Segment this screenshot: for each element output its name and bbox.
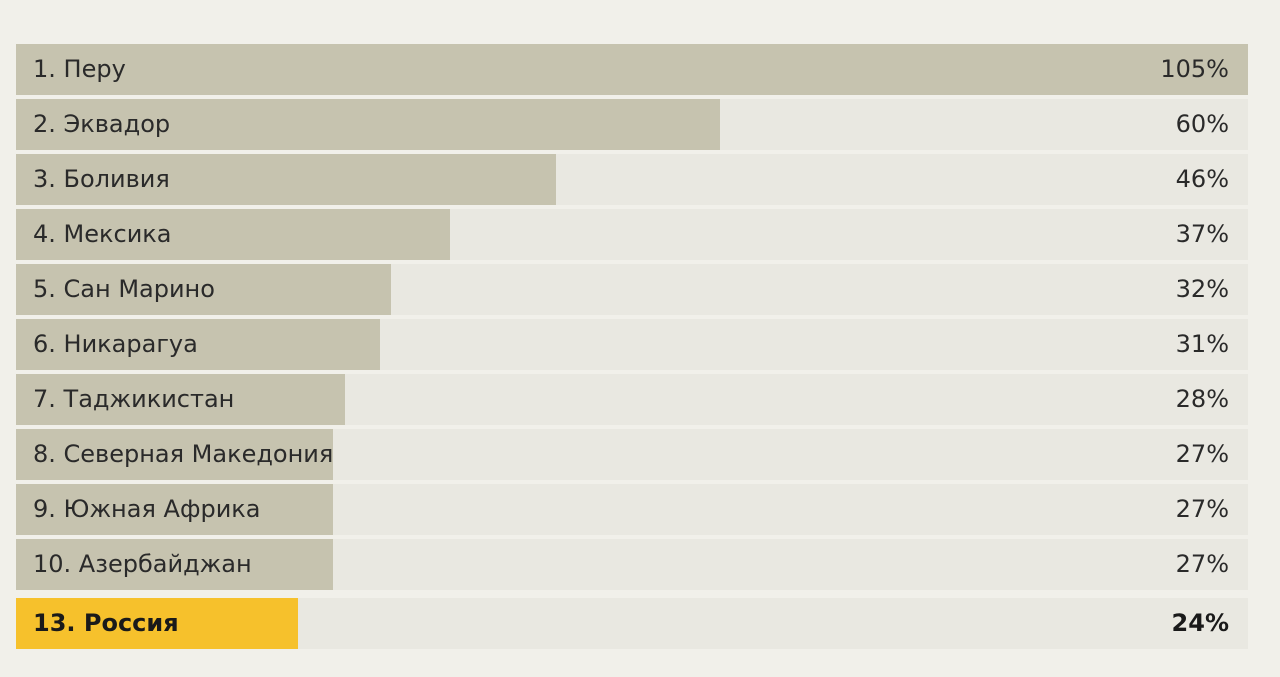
bar-row: 10. Азербайджан 27% bbox=[16, 539, 1248, 590]
category-label: 3. Боливия bbox=[33, 165, 170, 193]
value-label: 46% bbox=[1175, 165, 1229, 193]
value-label: 60% bbox=[1175, 110, 1229, 138]
bar-chart: 1. Перу 105% 2. Эквадор 60% 3. Боливия 46% 4. … bbox=[16, 44, 1248, 653]
bar-row: 2. Эквадор 60% bbox=[16, 99, 1248, 150]
bar bbox=[16, 429, 333, 480]
category-label: 10. Азербайджан bbox=[33, 550, 252, 578]
bar bbox=[16, 99, 720, 150]
category-label: 7. Таджикистан bbox=[33, 385, 235, 413]
category-label: 6. Никарагуа bbox=[33, 330, 198, 358]
bar bbox=[16, 154, 556, 205]
value-label: 27% bbox=[1175, 495, 1229, 523]
value-label: 28% bbox=[1175, 385, 1229, 413]
category-label: 1. Перу bbox=[33, 55, 126, 83]
bar-row: 1. Перу 105% bbox=[16, 44, 1248, 95]
value-label: 27% bbox=[1175, 440, 1229, 468]
category-label: 5. Сан Марино bbox=[33, 275, 215, 303]
bar bbox=[16, 209, 450, 260]
bar bbox=[16, 539, 333, 590]
bar bbox=[16, 598, 298, 649]
bar-row: 6. Никарагуа 31% bbox=[16, 319, 1248, 370]
bar bbox=[16, 484, 333, 535]
value-label: 105% bbox=[1160, 55, 1229, 83]
value-label: 32% bbox=[1175, 275, 1229, 303]
category-label: 13. Россия bbox=[33, 609, 179, 637]
bar-row: 8. Северная Македония 27% bbox=[16, 429, 1248, 480]
bar bbox=[16, 319, 380, 370]
highlight-bar-row: 13. Россия 24% bbox=[16, 598, 1248, 649]
bar-row: 9. Южная Африка 27% bbox=[16, 484, 1248, 535]
category-label: 9. Южная Африка bbox=[33, 495, 261, 523]
bar bbox=[16, 264, 391, 315]
bar-row: 5. Сан Марино 32% bbox=[16, 264, 1248, 315]
value-label: 24% bbox=[1171, 609, 1229, 637]
bar-row: 4. Мексика 37% bbox=[16, 209, 1248, 260]
category-label: 2. Эквадор bbox=[33, 110, 171, 138]
value-label: 37% bbox=[1175, 220, 1229, 248]
category-label: 8. Северная Македония bbox=[33, 440, 334, 468]
category-label: 4. Мексика bbox=[33, 220, 172, 248]
bar-row: 7. Таджикистан 28% bbox=[16, 374, 1248, 425]
bar-row: 3. Боливия 46% bbox=[16, 154, 1248, 205]
value-label: 31% bbox=[1175, 330, 1229, 358]
bar bbox=[16, 44, 1248, 95]
bar bbox=[16, 374, 345, 425]
value-label: 27% bbox=[1175, 550, 1229, 578]
